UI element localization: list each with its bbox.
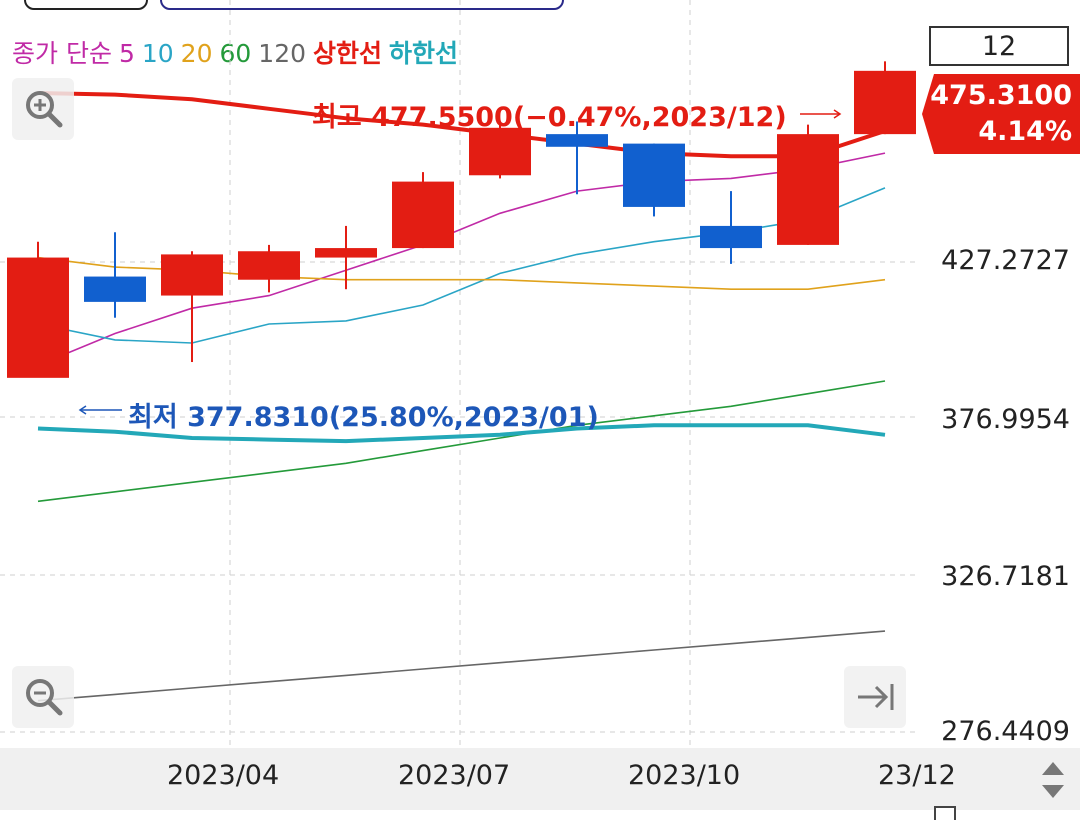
y-tick-label: 376.9954	[941, 404, 1070, 435]
y-tick-label: 276.4409	[941, 716, 1070, 747]
x-tick-label: 23/12	[878, 760, 956, 791]
series-line-120	[37, 630, 886, 702]
legend-ma20: 20	[180, 39, 213, 68]
legend-upper-band: 상한선	[313, 39, 383, 68]
candle-body	[469, 127, 531, 176]
bottom-handle[interactable]	[934, 806, 956, 820]
candle-body	[84, 276, 146, 302]
legend-ma10: 10	[141, 39, 174, 68]
candle-body	[854, 70, 916, 135]
candle-body	[392, 181, 454, 249]
zoom-in-button[interactable]	[12, 78, 74, 140]
low-arrowhead	[78, 405, 87, 415]
jump-to-end-button[interactable]	[844, 666, 906, 728]
legend-lower-band: 하한선	[389, 39, 459, 68]
legend-close-sma: 종가 단순	[12, 39, 112, 68]
current-price: 475.3100	[930, 80, 1072, 111]
y-tick-label: 326.7181	[941, 561, 1070, 592]
candle-body	[238, 251, 300, 280]
series-line-60	[37, 380, 886, 503]
x-tick-label: 2023/07	[398, 760, 511, 791]
series-line-5	[37, 152, 886, 366]
high-arrowhead	[833, 109, 842, 119]
legend-ma5: 5	[118, 39, 135, 68]
legend-ma120: 120	[258, 39, 307, 68]
x-tick-label: 2023/04	[167, 760, 280, 791]
series-line-상한선	[37, 91, 886, 159]
candle-body	[623, 143, 685, 207]
legend-ma60: 60	[219, 39, 252, 68]
zoom-out-button[interactable]	[12, 666, 74, 728]
candle-body	[161, 254, 223, 296]
x-axis-band	[0, 748, 1080, 810]
zoom-in-icon	[26, 91, 63, 128]
candle-body	[315, 248, 377, 258]
x-tick-label: 2023/10	[628, 760, 741, 791]
low-annotation: 최저 377.8310(25.80%,2023/01)	[128, 402, 599, 433]
candle-body	[7, 257, 69, 378]
indicator-legend: 종가 단순 5 10 20 60 120 상한선 하한선	[12, 34, 465, 70]
current-price-tag: 475.3100 4.14%	[922, 74, 1080, 154]
series-line-하한선	[37, 423, 886, 444]
current-change: 4.14%	[978, 116, 1072, 147]
zoom-out-icon	[26, 679, 63, 716]
candle-body	[700, 225, 762, 249]
y-tick-label: 427.2727	[941, 245, 1070, 276]
up-down-arrows-icon[interactable]	[1040, 760, 1066, 800]
candle-body	[546, 134, 608, 147]
candle-body	[777, 134, 839, 245]
high-annotation: 최고 477.5500(−0.47%,2023/12)	[312, 102, 787, 133]
period-input[interactable]: 12	[929, 26, 1069, 66]
jump-to-end-icon	[858, 684, 894, 710]
